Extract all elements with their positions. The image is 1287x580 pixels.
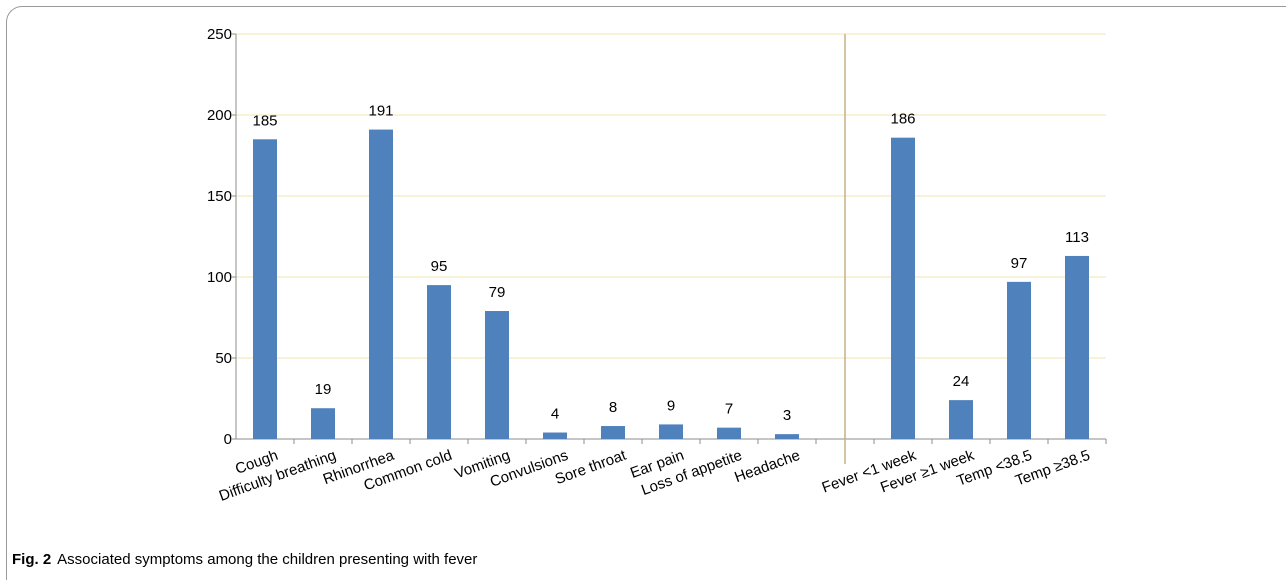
- data-label: 191: [368, 103, 393, 120]
- bar-difficulty-breathing: [311, 408, 335, 439]
- bar-common-cold: [427, 285, 451, 439]
- y-tick-label: 200: [207, 107, 232, 124]
- data-label: 113: [1065, 229, 1089, 246]
- data-label: 79: [489, 284, 506, 301]
- y-tick-label: 100: [207, 269, 232, 286]
- data-label: 24: [953, 373, 970, 390]
- figure-frame: [6, 6, 1286, 580]
- y-tick-label: 50: [215, 350, 232, 367]
- data-label: 185: [252, 112, 277, 129]
- data-label: 186: [890, 111, 915, 128]
- x-category-label: Headache: [732, 447, 802, 486]
- bar-sore-throat: [601, 426, 625, 439]
- data-label: 7: [725, 401, 733, 418]
- bar-loss-of-appetite: [717, 427, 741, 439]
- bar-cough: [253, 139, 277, 440]
- caption-label: Fig. 2: [12, 551, 52, 568]
- bar-rhinorrhea: [369, 129, 393, 439]
- data-label: 4: [551, 406, 559, 423]
- y-tick-label: 150: [207, 188, 232, 205]
- bar-temp-38-5: [1007, 281, 1031, 439]
- bar-fever-1-week: [891, 137, 915, 439]
- y-tick-label: 250: [207, 26, 232, 43]
- data-label: 9: [667, 397, 675, 414]
- caption-text: Associated symptoms among the children p…: [57, 551, 478, 568]
- bar-fever-1-week: [949, 400, 973, 439]
- bar-temp-38-5: [1065, 255, 1089, 439]
- bar-headache: [775, 434, 799, 439]
- data-label: 8: [609, 399, 617, 416]
- figure-caption: Fig. 2 Associated symptoms among the chil…: [12, 551, 477, 568]
- data-label: 95: [431, 258, 448, 275]
- data-label: 97: [1011, 255, 1028, 272]
- data-label: 19: [315, 381, 332, 398]
- bar-vomiting: [485, 311, 509, 439]
- bar-convulsions: [543, 432, 567, 439]
- y-tick-label: 0: [224, 431, 232, 448]
- data-label: 3: [783, 407, 791, 424]
- bar-ear-pain: [659, 424, 683, 439]
